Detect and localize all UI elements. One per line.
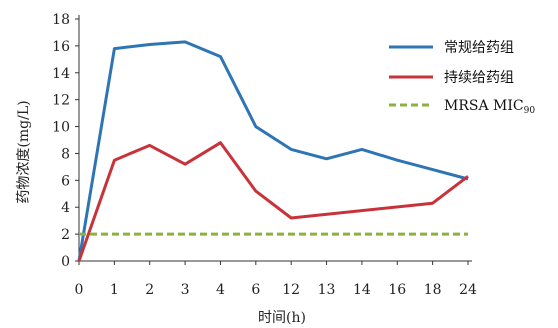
x-axis-title: 时间(h) (258, 310, 306, 326)
y-tick-label: 6 (61, 173, 70, 189)
x-tick-label: 3 (181, 282, 190, 298)
y-tick-label: 16 (52, 39, 70, 55)
legend-label-2: 持续给药组 (444, 69, 514, 86)
x-tick-label: 13 (318, 282, 336, 298)
x-tick-label: 24 (459, 282, 477, 298)
x-tick-label: 16 (388, 282, 406, 298)
y-tick-label: 12 (52, 93, 70, 109)
series-line-2 (77, 141, 469, 262)
legend-label-subscript: 90 (524, 106, 536, 116)
x-tick-label: 1 (110, 282, 119, 298)
series-line-1 (77, 40, 469, 262)
x-tick-label: 18 (424, 282, 442, 298)
y-tick-label: 14 (52, 66, 70, 82)
x-tick-label: 14 (353, 282, 371, 298)
legend-label-1: 常规给药组 (444, 40, 514, 56)
y-tick-label: 8 (61, 146, 70, 162)
y-tick-label: 4 (61, 200, 70, 216)
x-tick-label: 4 (216, 282, 225, 298)
x-tick-label: 6 (251, 282, 260, 298)
x-tick-label: 2 (145, 282, 154, 298)
x-tick-label: 12 (282, 282, 300, 298)
y-axis-title: 药物浓度(mg/L) (16, 100, 32, 203)
y-tick-label: 10 (52, 120, 70, 136)
y-tick-label: 0 (61, 254, 70, 270)
x-tick-label: 0 (75, 282, 84, 298)
y-tick-label: 2 (61, 227, 70, 243)
y-tick-label: 18 (52, 12, 70, 28)
legend-label-3: MRSA MIC90 (444, 98, 535, 116)
series-layer (77, 40, 469, 262)
